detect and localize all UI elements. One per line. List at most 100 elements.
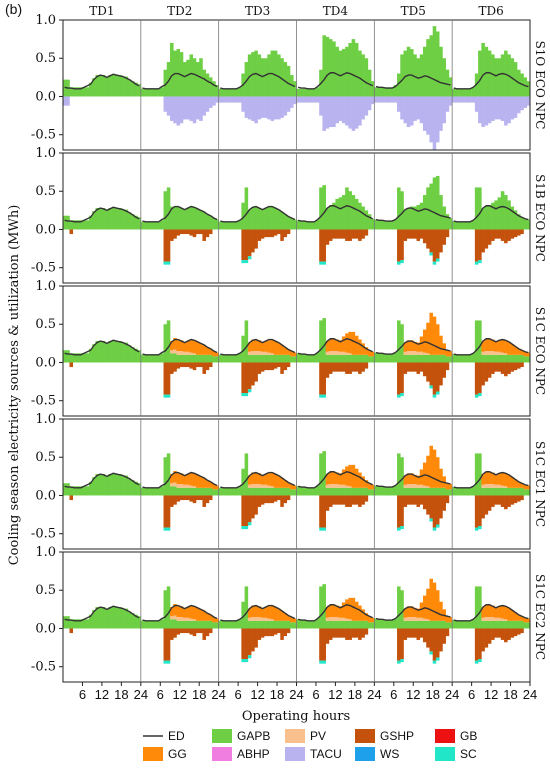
bar-gg: [422, 595, 427, 619]
bar-gapb: [458, 620, 463, 629]
bar-gapb: [247, 354, 252, 363]
bar-gg: [435, 457, 440, 488]
bar-gapb: [426, 354, 430, 363]
panel: [374, 578, 453, 664]
bar-tacu: [260, 96, 265, 118]
ed-line: [64, 73, 140, 90]
bar-gapb: [170, 619, 174, 629]
y-tick-label: 1.0: [35, 545, 56, 560]
bar-gapb: [140, 88, 145, 97]
bar-gshp: [397, 628, 401, 661]
x-tick-label: 12: [173, 687, 187, 702]
bar-gapb: [140, 221, 145, 230]
bar-pv: [189, 618, 194, 621]
bar-gapb: [88, 614, 93, 629]
bar-gg: [264, 607, 268, 618]
bar-gapb: [523, 622, 528, 629]
bar-gapb: [348, 620, 352, 629]
bar-gshp: [179, 495, 184, 501]
bar-gapb: [309, 354, 314, 363]
bar-gshp: [400, 495, 404, 527]
bar-gshp: [267, 628, 271, 637]
bar-gapb: [461, 487, 466, 496]
bar-tacu: [348, 96, 352, 129]
bar-gg: [481, 341, 485, 352]
bar-pv: [504, 353, 508, 355]
bar-gshp: [513, 628, 518, 637]
bar-pv: [497, 351, 502, 355]
bar-gg: [523, 351, 528, 357]
bar-gapb: [312, 487, 317, 496]
bar-gapb: [354, 42, 359, 97]
bar-gapb: [413, 54, 417, 97]
bar-gapb: [523, 218, 528, 230]
bar-gapb: [345, 354, 349, 363]
bar-gapb: [406, 354, 411, 363]
bar-gg: [500, 339, 505, 353]
bar-pv: [186, 484, 190, 488]
bar-gg: [526, 618, 531, 623]
bar-gapb: [92, 78, 96, 97]
bar-gshp: [254, 362, 258, 382]
bar-gapb: [387, 87, 391, 97]
bar-gshp: [332, 628, 336, 638]
bar-gapb: [380, 353, 385, 363]
bar-gapb: [202, 69, 206, 97]
bar-gapb: [367, 356, 372, 363]
ed-line: [375, 473, 451, 488]
bar-gapb: [361, 54, 365, 97]
bar-gapb: [367, 489, 372, 496]
bar-gshp: [500, 229, 505, 241]
bar-gg: [494, 474, 498, 485]
bar-gapb: [189, 354, 194, 363]
bar-gshp: [280, 495, 284, 507]
bar-gg: [176, 605, 181, 617]
bar-gapb: [131, 214, 135, 230]
bar-gapb: [124, 475, 129, 496]
bar-gapb: [66, 350, 70, 363]
bar-gapb: [286, 620, 291, 629]
bar-gshp: [429, 229, 434, 253]
bar-gapb: [374, 352, 378, 363]
bar-gapb: [341, 195, 346, 230]
bar-gshp: [192, 495, 197, 504]
bar-gapb: [455, 221, 459, 230]
bar-gshp: [419, 628, 424, 638]
bar-gapb: [170, 353, 174, 363]
bar-gg: [513, 612, 518, 621]
bar-gshp: [277, 495, 281, 501]
legend-item-tacu: TACU: [285, 747, 342, 761]
bar-gapb: [221, 88, 226, 97]
bar-gapb: [520, 217, 524, 230]
y-tick-label: 0.5: [35, 51, 56, 66]
bar-gapb: [215, 489, 219, 496]
bar-gapb: [422, 195, 427, 230]
bar-pv: [264, 484, 268, 488]
bar-gg: [264, 341, 268, 352]
bar-gapb: [225, 487, 229, 496]
bar-gshp: [439, 229, 443, 253]
bar-gapb: [137, 616, 142, 629]
bar-gapb: [202, 211, 206, 230]
bar-gapb: [137, 350, 142, 363]
bar-gg: [439, 468, 443, 488]
bar-gshp: [520, 628, 524, 634]
bar-gapb: [468, 221, 472, 230]
bar-gapb: [186, 59, 190, 97]
bar-gapb: [260, 58, 265, 97]
bar-gg: [247, 342, 252, 352]
bar-gshp: [199, 362, 203, 368]
bar-gapb: [205, 487, 210, 496]
bar-gapb: [221, 221, 226, 230]
bar-gapb: [199, 620, 203, 629]
bar-gshp: [273, 628, 278, 635]
bar-tacu: [413, 96, 417, 121]
bar-gapb: [526, 489, 531, 496]
bar-gapb: [432, 354, 437, 363]
column-title: TD3: [245, 4, 270, 18]
bar-gshp: [335, 362, 339, 372]
bar-gapb: [390, 87, 395, 97]
bar-gapb: [474, 187, 479, 230]
bar-gapb: [293, 489, 297, 496]
column-title: TD5: [401, 4, 426, 18]
